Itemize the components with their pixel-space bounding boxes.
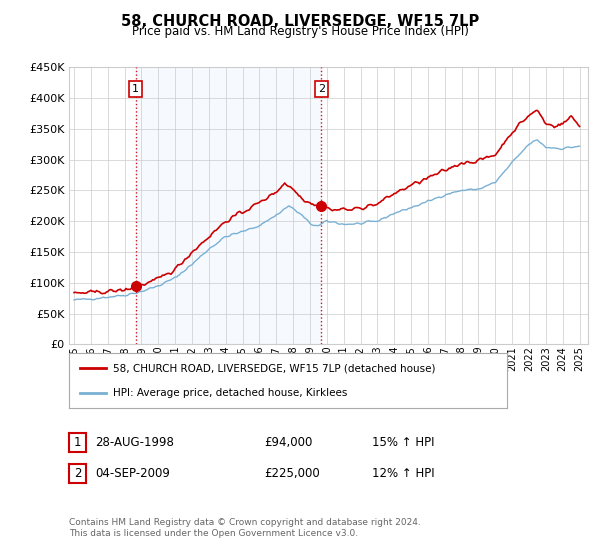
Text: 28-AUG-1998: 28-AUG-1998 (95, 436, 173, 449)
Text: 1: 1 (132, 84, 139, 94)
Text: 15% ↑ HPI: 15% ↑ HPI (372, 436, 434, 449)
Text: Price paid vs. HM Land Registry's House Price Index (HPI): Price paid vs. HM Land Registry's House … (131, 25, 469, 38)
Text: 1: 1 (74, 436, 81, 449)
Text: 12% ↑ HPI: 12% ↑ HPI (372, 466, 434, 480)
Text: 2: 2 (74, 466, 81, 480)
Text: 2: 2 (317, 84, 325, 94)
Text: £94,000: £94,000 (264, 436, 313, 449)
Text: Contains HM Land Registry data © Crown copyright and database right 2024.
This d: Contains HM Land Registry data © Crown c… (69, 518, 421, 538)
Text: 04-SEP-2009: 04-SEP-2009 (95, 466, 170, 480)
Bar (136, 67, 321, 344)
Text: 58, CHURCH ROAD, LIVERSEDGE, WF15 7LP (detached house): 58, CHURCH ROAD, LIVERSEDGE, WF15 7LP (d… (113, 363, 436, 373)
Text: HPI: Average price, detached house, Kirklees: HPI: Average price, detached house, Kirk… (113, 389, 347, 398)
Text: 58, CHURCH ROAD, LIVERSEDGE, WF15 7LP: 58, CHURCH ROAD, LIVERSEDGE, WF15 7LP (121, 14, 479, 29)
Text: £225,000: £225,000 (264, 466, 320, 480)
